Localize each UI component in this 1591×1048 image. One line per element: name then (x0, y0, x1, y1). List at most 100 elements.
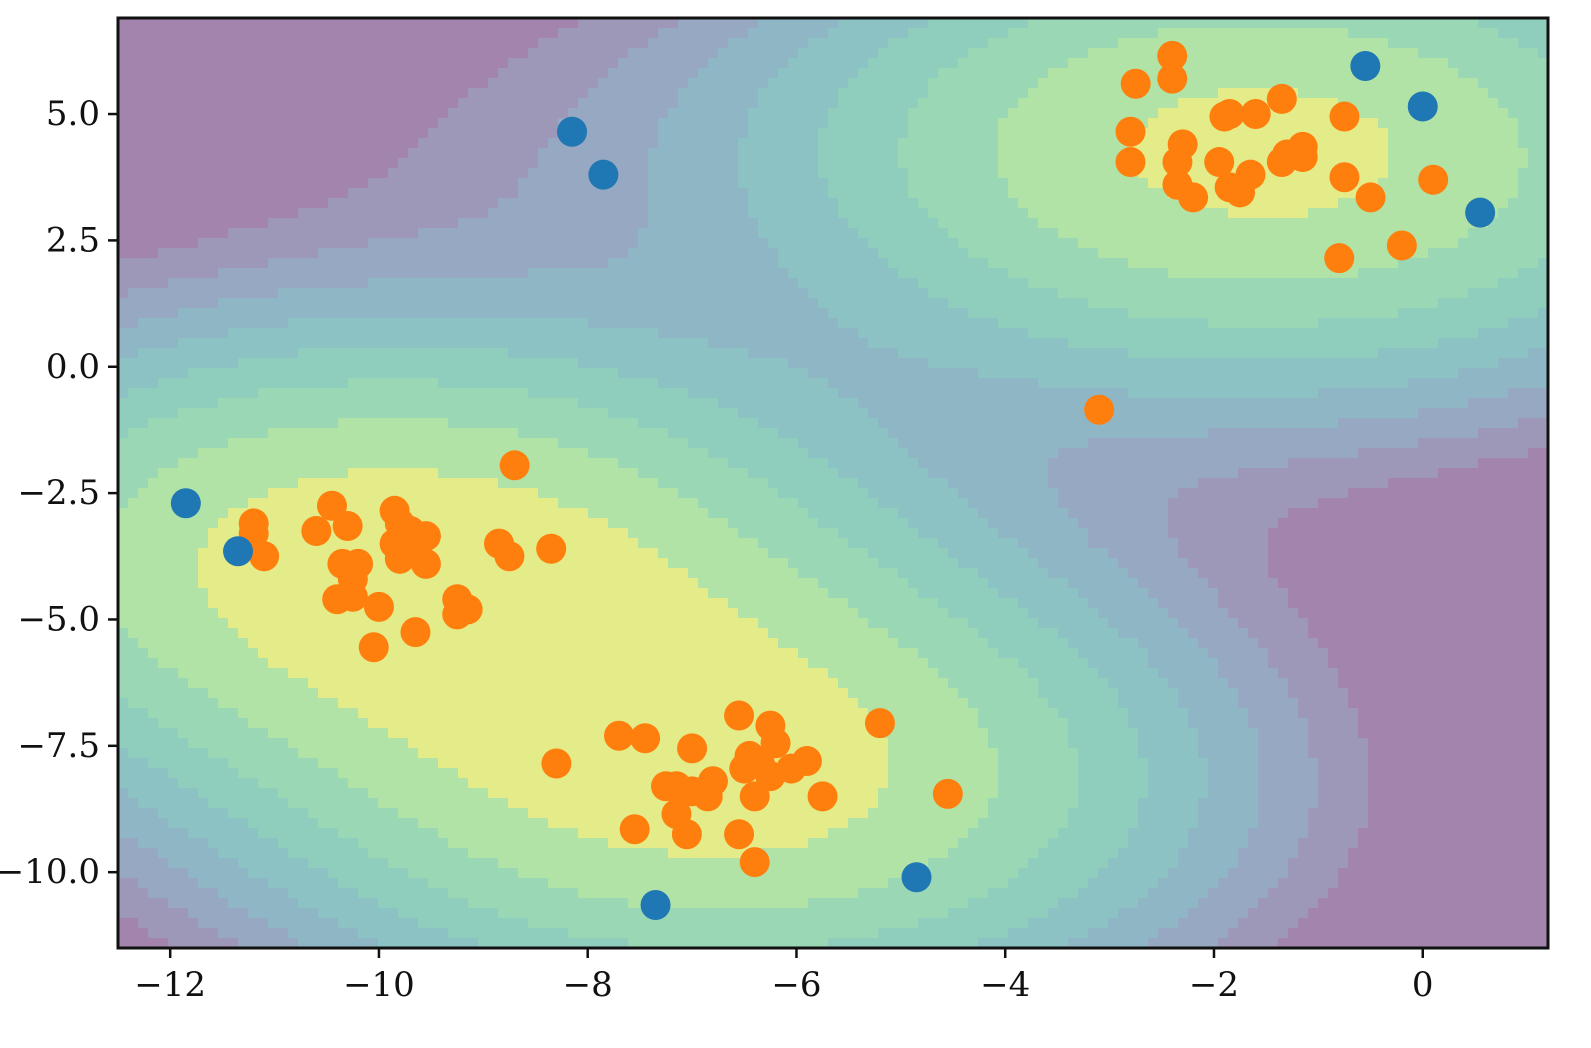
contour-cell (368, 198, 379, 209)
contour-cell (1538, 38, 1548, 49)
contour-cell (908, 138, 919, 149)
contour-cell (1508, 78, 1519, 89)
contour-cell (1408, 28, 1419, 39)
contour-cell (1498, 98, 1509, 109)
contour-cell (1428, 308, 1439, 319)
contour-cell (298, 148, 309, 159)
contour-cell (668, 148, 679, 159)
contour-cell (268, 228, 279, 239)
contour-cell (478, 108, 489, 119)
contour-cell (878, 338, 889, 349)
contour-cell (118, 38, 129, 49)
contour-cell (528, 168, 539, 179)
contour-cell (748, 238, 759, 249)
contour-cell (1398, 28, 1409, 39)
contour-cell (928, 88, 939, 99)
contour-cell (538, 28, 549, 39)
contour-cell (1268, 208, 1279, 219)
contour-cell (1348, 358, 1359, 369)
contour-cell (808, 68, 819, 79)
contour-cell (1198, 68, 1209, 79)
contour-cell (1238, 88, 1249, 99)
contour-cell (758, 238, 769, 249)
contour-cell (618, 278, 629, 289)
contour-cell (378, 298, 389, 309)
contour-cell (268, 208, 279, 219)
contour-cell (628, 358, 639, 369)
contour-cell (1458, 138, 1469, 149)
contour-cell (588, 48, 599, 59)
contour-cell (478, 288, 489, 299)
contour-cell (308, 308, 319, 319)
contour-cell (918, 38, 929, 49)
contour-cell (888, 118, 899, 129)
contour-cell (1238, 328, 1249, 339)
contour-cell (938, 258, 949, 269)
contour-cell (568, 198, 579, 209)
contour-cell (358, 268, 369, 279)
contour-cell (1488, 338, 1499, 349)
contour-cell (148, 138, 159, 149)
contour-cell (1458, 248, 1469, 259)
contour-cell (258, 148, 269, 159)
contour-cell (1098, 118, 1109, 129)
contour-cell (1508, 308, 1519, 319)
contour-cell (808, 308, 819, 319)
contour-cell (1508, 278, 1519, 289)
contour-cell (678, 208, 689, 219)
contour-cell (198, 358, 209, 369)
contour-cell (298, 238, 309, 249)
contour-cell (1348, 28, 1359, 39)
contour-cell (468, 118, 479, 129)
contour-cell (1038, 218, 1049, 229)
contour-cell (288, 198, 299, 209)
contour-cell (1278, 188, 1289, 199)
contour-cell (978, 58, 989, 69)
contour-cell (638, 318, 649, 329)
contour-cell (538, 208, 549, 219)
contour-cell (1178, 338, 1189, 349)
contour-cell (1428, 208, 1439, 219)
contour-cell (1428, 298, 1439, 309)
contour-cell (908, 58, 919, 69)
contour-cell (838, 108, 849, 119)
contour-cell (468, 348, 479, 359)
contour-cell (838, 178, 849, 189)
contour-cell (1038, 268, 1049, 279)
contour-cell (398, 88, 409, 99)
contour-cell (1358, 278, 1369, 289)
contour-cell (168, 58, 179, 69)
contour-cell (118, 218, 129, 229)
contour-cell (558, 288, 569, 299)
contour-cell (1438, 318, 1449, 329)
contour-cell (1478, 238, 1489, 249)
contour-cell (858, 68, 869, 79)
contour-cell (768, 328, 779, 339)
contour-cell (888, 208, 899, 219)
contour-cell (288, 238, 299, 249)
contour-cell (1338, 88, 1349, 99)
contour-cell (1018, 178, 1029, 189)
contour-cell (1498, 168, 1509, 179)
contour-cell (1498, 158, 1509, 169)
contour-cell (888, 78, 899, 89)
contour-cell (498, 78, 509, 89)
contour-cell (1458, 348, 1469, 359)
contour-cell (1158, 38, 1169, 49)
contour-cell (1538, 278, 1548, 289)
contour-cell (1208, 308, 1219, 319)
contour-cell (688, 88, 699, 99)
contour-cell (898, 338, 909, 349)
contour-cell (398, 198, 409, 209)
contour-cell (548, 168, 559, 179)
contour-cell (988, 68, 999, 79)
contour-cell (1248, 208, 1259, 219)
contour-cell (498, 18, 509, 29)
contour-cell (798, 278, 809, 289)
contour-cell (1108, 78, 1119, 89)
contour-cell (1128, 188, 1139, 199)
contour-cell (808, 318, 819, 329)
contour-cell (958, 178, 969, 189)
contour-cell (398, 58, 409, 69)
contour-cell (1028, 128, 1039, 139)
